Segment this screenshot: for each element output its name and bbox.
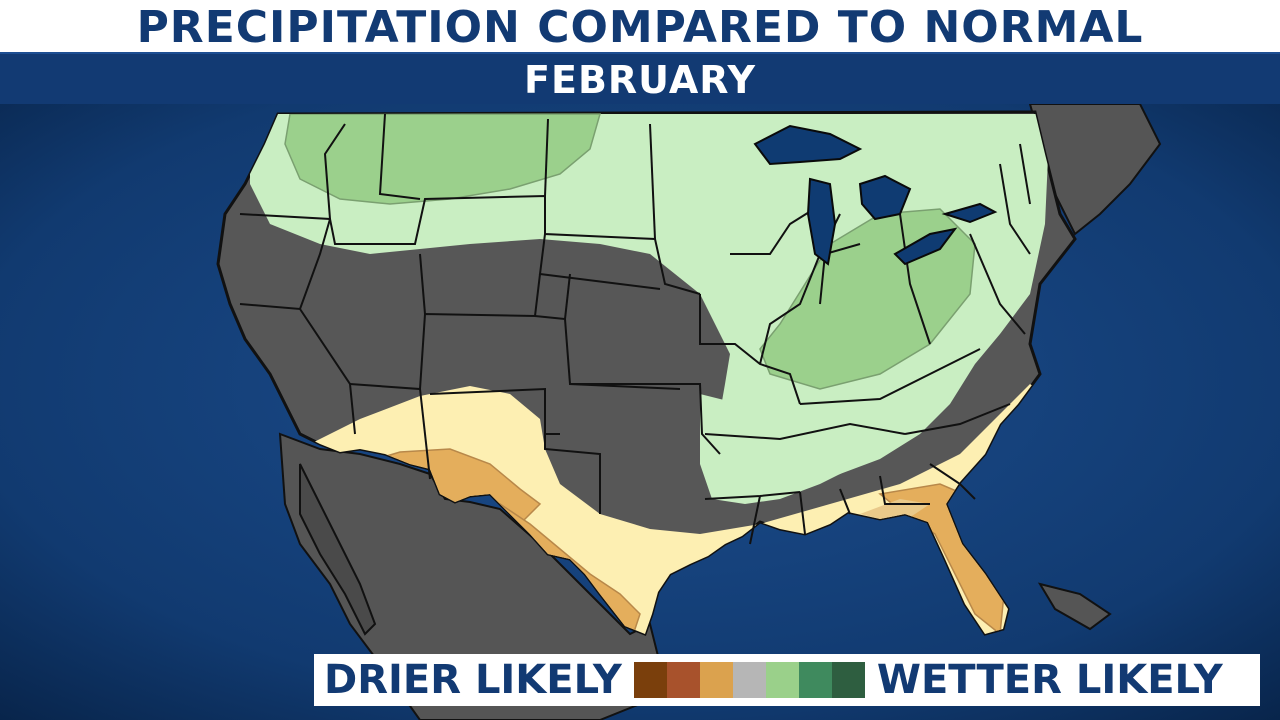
legend-swatch-dry-strong — [633, 662, 667, 698]
baja-peninsula — [299, 463, 377, 636]
wet-light-zone-north — [250, 114, 1050, 499]
legend-swatches — [633, 662, 865, 698]
legend-swatch-wet-medium — [798, 662, 832, 698]
lake-erie — [893, 227, 958, 266]
wet-light-zone-midsouth — [700, 394, 880, 504]
legend-swatch-neutral — [732, 662, 766, 698]
great-lakes — [753, 124, 998, 266]
legend-bar: DRIER LIKELY WETTER LIKELY — [314, 654, 1260, 706]
subtitle-bar: FEBRUARY — [0, 52, 1280, 106]
map-title: PRECIPITATION COMPARED TO NORMAL — [136, 2, 1144, 53]
map-subtitle: FEBRUARY — [524, 58, 756, 102]
legend-swatch-dry-medium — [666, 662, 700, 698]
legend-wetter-label: WETTER LIKELY — [876, 657, 1223, 703]
mexico-landmass — [278, 432, 662, 720]
lake-ontario — [941, 202, 998, 224]
legend-swatch-dry-light — [699, 662, 733, 698]
canada-east-landmass — [1028, 104, 1162, 236]
title-bar: PRECIPITATION COMPARED TO NORMAL — [0, 0, 1280, 53]
legend-drier-label: DRIER LIKELY — [324, 657, 622, 703]
dry-tint-zone-southeast — [860, 499, 930, 524]
lake-huron — [858, 174, 912, 221]
precipitation-map — [0, 104, 1280, 720]
legend-swatch-wet-strong — [831, 662, 865, 698]
lake-superior — [753, 124, 863, 166]
lake-michigan — [806, 177, 837, 266]
cuba-island — [1037, 582, 1112, 631]
legend-swatch-wet-light — [765, 662, 799, 698]
